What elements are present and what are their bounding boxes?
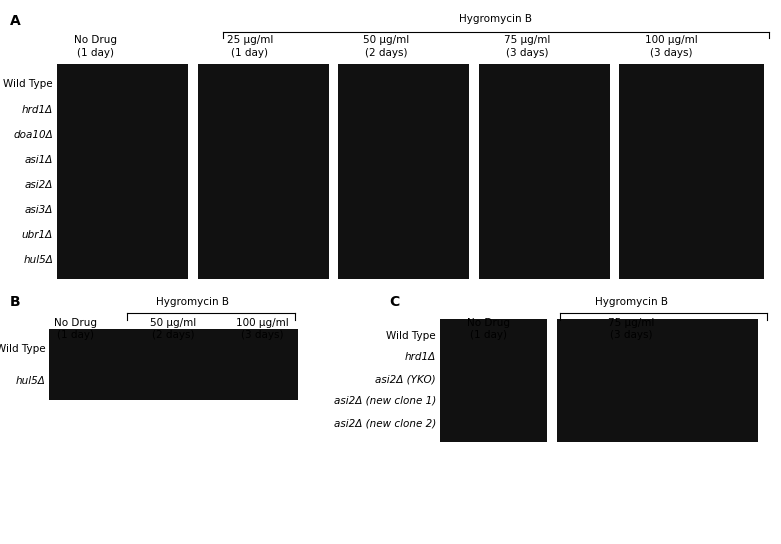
Text: Wild Type: Wild Type: [0, 344, 45, 354]
Text: 75 µg/ml
(3 days): 75 µg/ml (3 days): [608, 318, 654, 340]
Text: Hygromycin B: Hygromycin B: [156, 297, 230, 307]
Text: Hygromycin B: Hygromycin B: [459, 15, 533, 24]
Text: asi3Δ: asi3Δ: [25, 205, 53, 215]
Text: hrd1Δ: hrd1Δ: [22, 105, 53, 115]
Bar: [49, 329, 141, 400]
Bar: [127, 329, 219, 400]
Text: 75 µg/ml
(3 days): 75 µg/ml (3 days): [504, 35, 551, 58]
Text: hrd1Δ: hrd1Δ: [405, 353, 436, 362]
Text: 100 µg/ml
(3 days): 100 µg/ml (3 days): [645, 35, 698, 58]
Bar: [619, 64, 764, 279]
Text: 25 µg/ml
(1 day): 25 µg/ml (1 day): [226, 35, 273, 58]
Bar: [440, 319, 547, 442]
Text: No Drug
(1 day): No Drug (1 day): [73, 35, 117, 58]
Text: Hygromycin B: Hygromycin B: [594, 297, 668, 307]
Bar: [57, 64, 188, 279]
Text: A: A: [10, 14, 21, 28]
Bar: [557, 319, 758, 442]
Text: asi2Δ: asi2Δ: [25, 180, 53, 190]
Text: Wild Type: Wild Type: [386, 331, 436, 341]
Text: B: B: [10, 295, 21, 309]
Text: asi2Δ (YKO): asi2Δ (YKO): [375, 374, 436, 384]
Text: ubr1Δ: ubr1Δ: [22, 230, 53, 240]
Text: No Drug
(1 day): No Drug (1 day): [54, 318, 98, 340]
Text: doa10Δ: doa10Δ: [13, 130, 53, 140]
Text: asi2Δ (new clone 2): asi2Δ (new clone 2): [333, 418, 436, 428]
Bar: [338, 64, 469, 279]
Bar: [205, 329, 298, 400]
Text: 50 µg/ml
(2 days): 50 µg/ml (2 days): [363, 35, 410, 58]
Text: C: C: [389, 295, 399, 309]
Text: asi2Δ (new clone 1): asi2Δ (new clone 1): [333, 396, 436, 406]
Text: Wild Type: Wild Type: [3, 79, 53, 89]
Text: asi1Δ: asi1Δ: [25, 155, 53, 165]
Text: hul5Δ: hul5Δ: [23, 255, 53, 265]
Text: 50 µg/ml
(2 days): 50 µg/ml (2 days): [150, 318, 197, 340]
Text: No Drug
(1 day): No Drug (1 day): [466, 318, 510, 340]
Text: hul5Δ: hul5Δ: [16, 376, 45, 386]
Bar: [479, 64, 610, 279]
Text: 100 µg/ml
(3 days): 100 µg/ml (3 days): [236, 318, 289, 340]
Bar: [198, 64, 329, 279]
